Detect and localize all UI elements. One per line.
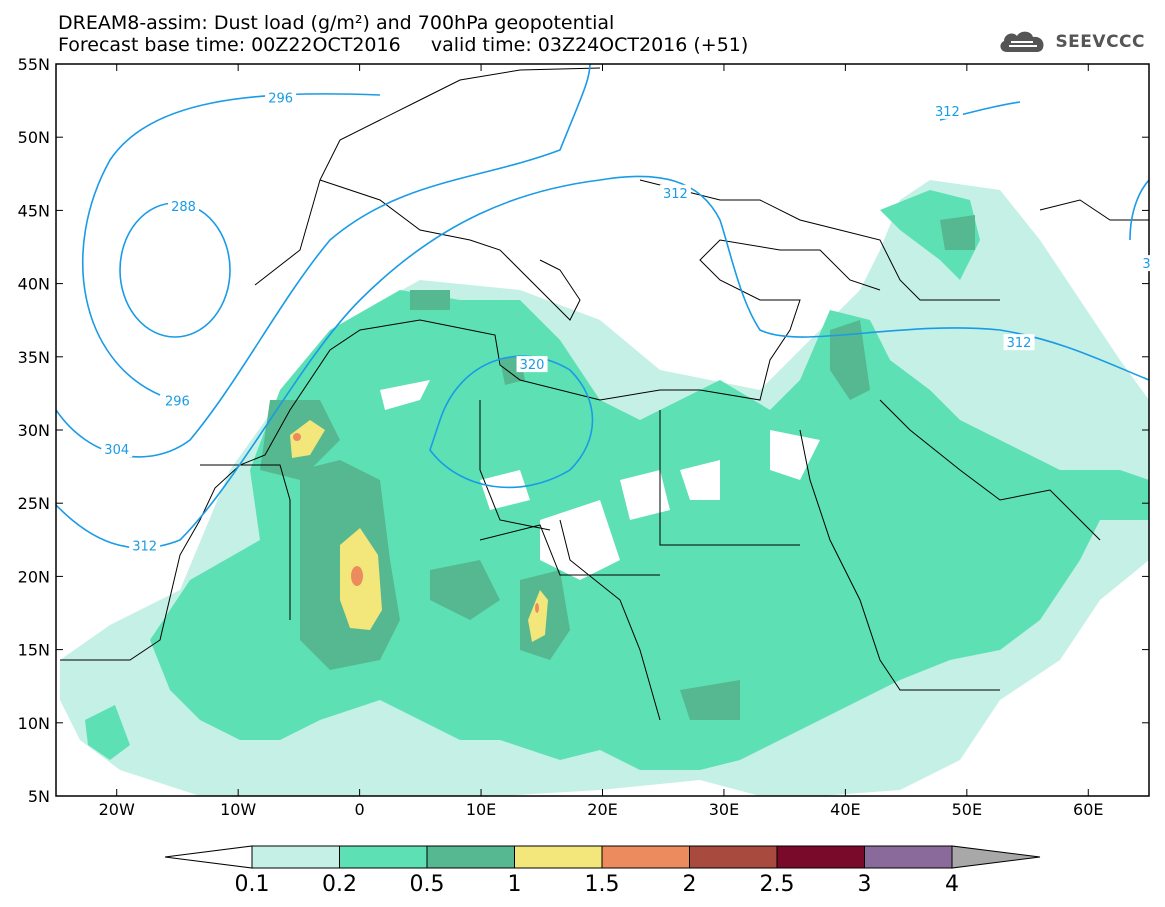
- latitude-labels: 55N 50N 45N 40N 35N 30N 25N 20N 15N 10N 5N: [18, 55, 50, 806]
- colorbar-label: 0.2: [322, 872, 357, 897]
- longitude-labels: 20W 10W 0 10E 20E 30E 40E 50E 60E: [99, 800, 1104, 819]
- contour-312-south: [56, 175, 1149, 549]
- lon-tick-label: 20W: [99, 800, 135, 819]
- contour-320: [429, 355, 594, 489]
- map-title: DREAM8-assim: Dust load (g/m²) and 700hP…: [58, 12, 615, 34]
- lon-tick-label: 10E: [466, 800, 496, 819]
- contour-label: 296: [165, 395, 190, 410]
- lon-tick-label: 60E: [1073, 800, 1103, 819]
- colorbar-segment: [864, 845, 953, 869]
- lon-tick-label: 40E: [830, 800, 860, 819]
- geopotential-contours: [56, 64, 1149, 549]
- contour-label-bg: [101, 441, 133, 458]
- contour-label-bg: [265, 89, 297, 106]
- lat-tick-label: 40N: [18, 275, 50, 294]
- colorbar-segment: [339, 845, 428, 869]
- contour-label: 288: [171, 200, 196, 215]
- colorbar-label: 3: [857, 872, 872, 897]
- lon-tick-label: 0: [355, 800, 365, 819]
- lat-tick-label: 5N: [28, 787, 50, 806]
- colorbar-label: 0.5: [409, 872, 445, 897]
- lat-tick-label: 10N: [18, 714, 50, 733]
- lat-tick-label: 50N: [18, 128, 50, 147]
- logo-text: SEEVCCC: [1055, 32, 1145, 52]
- contour-label-bg: [161, 392, 193, 409]
- lon-tick-label: 30E: [709, 800, 739, 819]
- lon-tick-label: 50E: [952, 800, 982, 819]
- contour-label-bg: [1003, 334, 1035, 351]
- contour-label: 312: [935, 105, 960, 120]
- colorbar: [164, 845, 1041, 869]
- colorbar-over-triangle: [951, 845, 1041, 869]
- contour-label-bg: [931, 102, 963, 119]
- contour-label: 304: [104, 443, 129, 458]
- lat-tick-label: 20N: [18, 567, 50, 586]
- colorbar-segment: [689, 845, 778, 869]
- colorbar-segment: [251, 845, 340, 869]
- colorbar-label: 2.5: [759, 872, 795, 897]
- contour-label: 296: [268, 92, 293, 107]
- contour-320-east: [1129, 179, 1149, 241]
- contour-label-bg: [1140, 255, 1154, 272]
- lat-tick-label: 30N: [18, 421, 50, 440]
- lat-tick-label: 55N: [18, 55, 50, 74]
- lon-tick-label: 20E: [587, 800, 617, 819]
- dust-level-1.5: [293, 433, 539, 613]
- colorbar-label: 2: [682, 872, 697, 897]
- contour-label-bg: [659, 184, 691, 201]
- contour-label-bg: [516, 356, 548, 373]
- cloud-logo-icon: [1000, 31, 1044, 52]
- colorbar-label: 0.1: [234, 872, 270, 897]
- lat-tick-label: 35N: [18, 348, 50, 367]
- colorbar-label: 1: [507, 872, 522, 897]
- lat-tick-label: 45N: [18, 201, 50, 220]
- colorbar-under-triangle: [164, 845, 253, 869]
- colorbar-segment: [514, 845, 603, 869]
- colorbar-label: 4: [945, 872, 959, 897]
- contour-label: 312: [663, 187, 688, 202]
- contour-label: 320: [520, 358, 545, 373]
- seevccc-logo: SEEVCCC: [997, 28, 1145, 56]
- dust-field: [60, 180, 1149, 796]
- lon-tick-label: 10W: [220, 800, 256, 819]
- contour-label: 312: [1007, 336, 1032, 351]
- dust-level-0.2: [85, 190, 1149, 770]
- contour-304: [56, 64, 591, 458]
- colorbar-label: 1.5: [584, 872, 620, 897]
- forecast-times: Forecast base time: 00Z22OCT2016 valid t…: [58, 34, 749, 56]
- colorbar-segment: [601, 845, 690, 869]
- contour-label-bg: [129, 537, 161, 554]
- contour-label: 312: [132, 540, 157, 555]
- lat-tick-label: 15N: [18, 641, 50, 660]
- contour-labels: 296 288 296 304 312 312 312 312 320 3: [101, 89, 1154, 555]
- lat-tick-label: 25N: [18, 494, 50, 513]
- coastlines-borders: [60, 67, 1149, 721]
- colorbar-segment: [776, 845, 865, 869]
- contour-label: 3: [1142, 257, 1150, 272]
- axis-ticks: [56, 63, 1149, 797]
- colorbar-segment: [426, 845, 515, 869]
- contour-label-bg: [168, 198, 200, 215]
